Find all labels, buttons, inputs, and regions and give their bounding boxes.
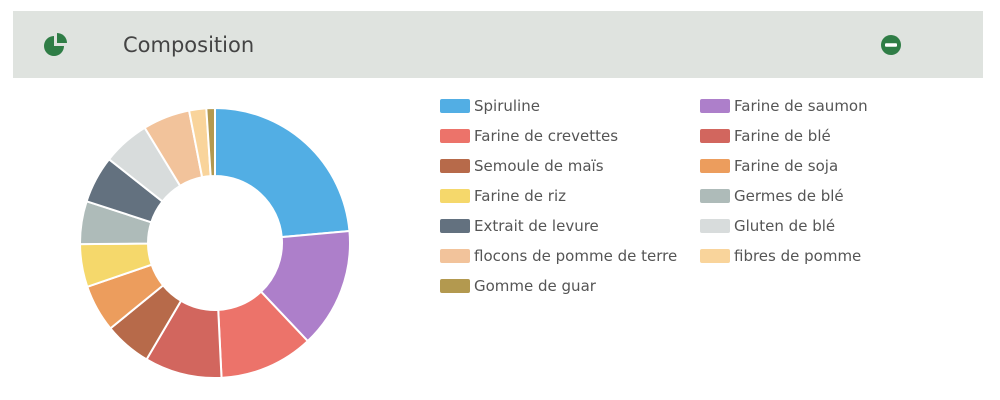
panel-title: Composition (123, 33, 255, 57)
legend-label: Farine de crevettes (474, 127, 619, 145)
donut-chart-svg (78, 106, 351, 379)
legend-label: fibres de pomme (734, 247, 862, 265)
legend-swatch (440, 219, 470, 233)
legend-item[interactable]: flocons de pomme de terre (440, 246, 677, 266)
legend-label: Gluten de blé (734, 217, 836, 235)
legend-item[interactable]: Farine de crevettes (440, 126, 618, 146)
panel-header: Composition (13, 11, 983, 78)
legend-item[interactable]: Extrait de levure (440, 216, 599, 236)
legend-swatch (440, 129, 470, 143)
donut-slice[interactable] (214, 106, 351, 239)
legend-label: flocons de pomme de terre (474, 247, 678, 265)
legend-item[interactable]: Spiruline (440, 96, 540, 116)
legend-label: Farine de riz (474, 187, 567, 205)
legend-item[interactable]: Gomme de guar (440, 276, 596, 296)
donut-slice[interactable] (205, 106, 216, 178)
composition-donut-chart (75, 103, 355, 383)
legend-swatch (700, 189, 730, 203)
legend-item[interactable]: Farine de riz (440, 186, 566, 206)
legend-label: Gomme de guar (474, 277, 596, 295)
legend-item[interactable]: Semoule de maïs (440, 156, 604, 176)
legend-label: Extrait de levure (474, 217, 599, 235)
legend-item[interactable]: Farine de saumon (700, 96, 868, 116)
legend-swatch (440, 99, 470, 113)
legend-label: Spiruline (474, 97, 540, 115)
pie-chart-icon (44, 33, 67, 56)
legend-label: Germes de blé (734, 187, 844, 205)
legend-label: Farine de saumon (734, 97, 868, 115)
legend-swatch (440, 279, 470, 293)
legend-swatch (700, 99, 730, 113)
legend-swatch (700, 219, 730, 233)
legend-item[interactable]: Germes de blé (700, 186, 844, 206)
legend-label: Farine de blé (734, 127, 831, 145)
legend-swatch (440, 189, 470, 203)
legend-item[interactable]: fibres de pomme (700, 246, 861, 266)
legend-swatch (700, 129, 730, 143)
legend-item[interactable]: Farine de blé (700, 126, 831, 146)
legend-item[interactable]: Farine de soja (700, 156, 838, 176)
legend-item[interactable]: Gluten de blé (700, 216, 835, 236)
legend-swatch (440, 249, 470, 263)
legend-swatch (700, 159, 730, 173)
legend-label: Farine de soja (734, 157, 839, 175)
legend-swatch (700, 249, 730, 263)
legend-label: Semoule de maïs (474, 157, 604, 175)
minus-circle-icon[interactable] (880, 34, 902, 56)
legend-swatch (440, 159, 470, 173)
